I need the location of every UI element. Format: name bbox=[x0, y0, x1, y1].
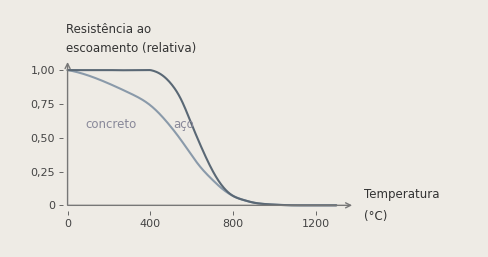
Text: aço: aço bbox=[173, 118, 194, 131]
Text: concreto: concreto bbox=[85, 118, 137, 131]
Text: Temperatura: Temperatura bbox=[364, 188, 440, 201]
Text: (°C): (°C) bbox=[364, 210, 387, 223]
Text: escoamento (relativa): escoamento (relativa) bbox=[66, 42, 197, 55]
Text: Resistência ao: Resistência ao bbox=[66, 23, 152, 36]
